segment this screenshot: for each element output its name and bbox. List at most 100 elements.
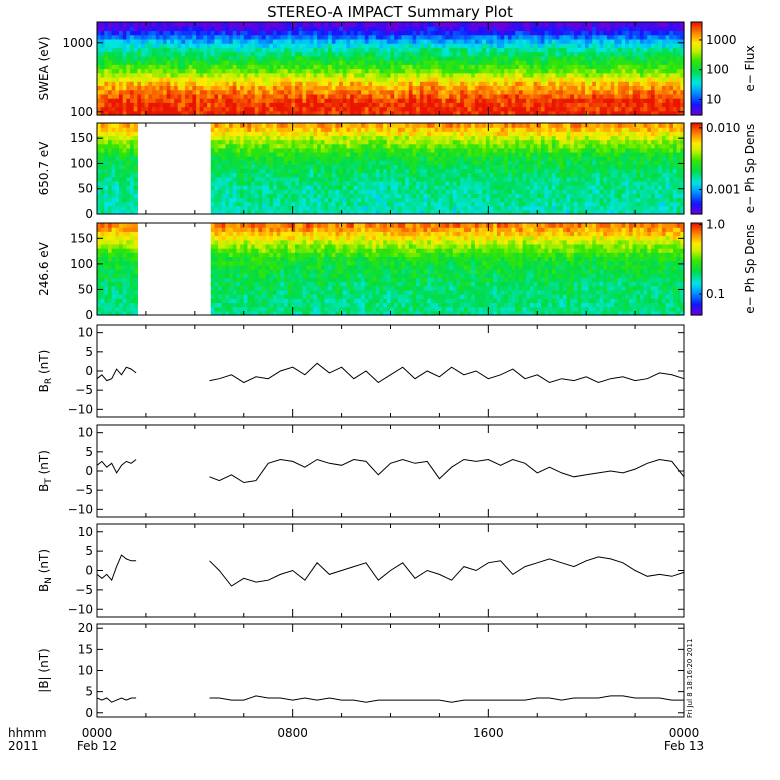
swea-cell (500, 64, 505, 70)
pad650-cell (328, 197, 333, 203)
swea-cell (258, 43, 263, 48)
swea-cell (672, 85, 678, 91)
swea-cell (460, 60, 465, 65)
pad650-cell (368, 205, 373, 211)
swea-cell (386, 43, 392, 48)
swea-cell (529, 89, 535, 95)
swea-cell (603, 64, 608, 70)
swea-cell (133, 38, 138, 44)
swea-cell (192, 51, 197, 57)
swea-cell (335, 93, 340, 99)
swea-cell (207, 55, 212, 61)
swea-cell (144, 47, 149, 53)
swea-cell (203, 102, 208, 108)
pad650-cell (394, 180, 399, 186)
pad650-cell (309, 123, 315, 128)
swea-cell (485, 47, 491, 53)
swea-cell (100, 64, 105, 70)
swea-cell (584, 47, 590, 53)
swea-cell (273, 102, 278, 108)
swea-cell (269, 51, 274, 57)
swea-cell (170, 30, 175, 36)
pad650-cell (302, 176, 307, 182)
pad650-cell (210, 180, 215, 186)
swea-cell (478, 81, 483, 87)
swea-cell (401, 106, 406, 112)
swea-cell (408, 43, 414, 48)
swea-cell (375, 38, 381, 44)
pad650-cell (243, 180, 249, 186)
pad650-cell (335, 176, 340, 182)
swea-cell (166, 38, 171, 44)
pad650-cell (115, 205, 120, 211)
pad650-cell (320, 160, 326, 165)
swea-cell (423, 60, 428, 65)
swea-cell (522, 76, 527, 82)
swea-cell (313, 102, 318, 108)
swea-cell (427, 89, 432, 95)
swea-cell (518, 93, 524, 99)
swea-cell (133, 51, 138, 57)
pad650-cell (317, 147, 322, 153)
swea-cell (570, 64, 575, 70)
pad650-cell (284, 201, 289, 207)
pad650-cell (210, 193, 215, 199)
swea-cell (401, 30, 406, 36)
pad650-cell (119, 180, 124, 186)
pad650-cell (273, 147, 278, 153)
swea-cell (218, 76, 223, 82)
swea-cell (152, 93, 157, 99)
swea-cell (353, 76, 359, 82)
pad650-cell (353, 168, 359, 174)
swea-cell (669, 76, 674, 82)
swea-cell (309, 55, 315, 61)
pad650-cell (240, 189, 245, 194)
pad650-cell (108, 156, 113, 161)
swea-cell (265, 68, 271, 74)
swea-cell (372, 76, 377, 82)
swea-cell (133, 22, 138, 27)
swea-cell (522, 64, 527, 70)
swea-cell (647, 38, 652, 44)
swea-cell (661, 30, 667, 36)
swea-cell (258, 26, 263, 32)
swea-cell (676, 81, 681, 87)
swea-cell (423, 38, 428, 44)
swea-cell (269, 47, 274, 53)
pad650-cell (258, 156, 263, 161)
swea-cell (104, 89, 109, 95)
swea-cell (636, 72, 641, 78)
pad650-cell (240, 131, 245, 137)
pad650-cell (306, 135, 311, 141)
swea-cell (115, 81, 120, 87)
pad650-cell (372, 131, 377, 137)
pad650-cell (298, 127, 304, 132)
swea-cell (434, 102, 439, 108)
swea-cell (617, 43, 623, 48)
swea-cell (188, 43, 193, 48)
swea-cell (430, 60, 436, 65)
swea-cell (544, 110, 549, 116)
swea-cell (221, 98, 227, 103)
swea-cell (665, 89, 670, 95)
pad650-cell (225, 160, 230, 165)
swea-cell (643, 89, 648, 95)
swea-cell (375, 60, 381, 65)
swea-cell (515, 34, 520, 40)
pad650-cell (353, 180, 359, 186)
pad650-cell (390, 139, 395, 145)
swea-cell (482, 34, 487, 40)
swea-cell (221, 30, 227, 36)
swea-cell (383, 98, 388, 103)
swea-cell (496, 22, 502, 27)
swea-cell (416, 26, 421, 32)
swea-cell (181, 110, 186, 116)
swea-cell (639, 110, 645, 116)
pad650-cell (210, 127, 215, 132)
pad650-cell (383, 123, 388, 128)
swea-cell (419, 47, 425, 53)
swea-cell (119, 89, 124, 95)
pad650-cell (133, 135, 138, 141)
pad650-cell (104, 139, 109, 145)
pad650-cell (287, 143, 293, 149)
